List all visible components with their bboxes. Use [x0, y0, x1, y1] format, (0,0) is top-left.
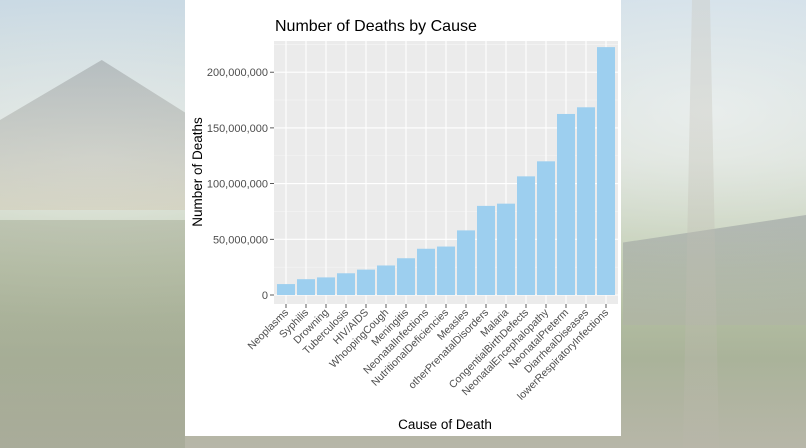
bar-lowerRespiratoryInfections — [597, 47, 615, 295]
y-tick-label: 100,000,000 — [207, 179, 268, 191]
bar-Tuberculosis — [337, 273, 355, 295]
bar-Neoplasms — [277, 284, 295, 295]
x-axis-ticks: NeoplasmsSyphilisDrowningTuberculosisHIV… — [245, 304, 611, 403]
bar-HIV/AIDS — [357, 269, 375, 295]
bar-chart: Number of Deaths by Cause 0 50,000,000 100… — [190, 18, 618, 432]
y-axis-title: Number of Deaths — [190, 117, 205, 227]
bar-Drowning — [317, 277, 335, 295]
bar-Syphilis — [297, 279, 315, 295]
bar-CongentialBirthDefects — [517, 176, 535, 295]
bar-Malaria — [497, 203, 515, 295]
bar-Meningitis — [397, 258, 415, 295]
y-tick-label: 200,000,000 — [207, 67, 268, 79]
bar-NeonatalInfections — [417, 248, 435, 295]
bar-NeonatalEncephalopathy — [537, 161, 555, 295]
y-tick-label: 50,000,000 — [213, 234, 268, 246]
y-tick-label: 0 — [262, 290, 268, 302]
chart-title: Number of Deaths by Cause — [275, 18, 477, 35]
bar-DiarrhealDiseases — [577, 107, 595, 295]
bar-NutritionalDeficiencies — [437, 246, 455, 295]
bars — [277, 47, 615, 295]
y-tick-label: 150,000,000 — [207, 123, 268, 135]
background-wall-left — [0, 220, 185, 448]
x-axis-title: Cause of Death — [398, 417, 492, 432]
y-axis-ticks: 0 50,000,000 100,000,000 150,000,000 200,000… — [207, 67, 274, 302]
chart-panel: Number of Deaths by Cause 0 50,000,000 100… — [185, 0, 621, 436]
bar-NeonatalPreterm — [557, 113, 575, 295]
bar-Measles — [457, 230, 475, 295]
bar-WhoopingCough — [377, 265, 395, 295]
bar-otherPrenatalDisorders — [477, 205, 495, 295]
